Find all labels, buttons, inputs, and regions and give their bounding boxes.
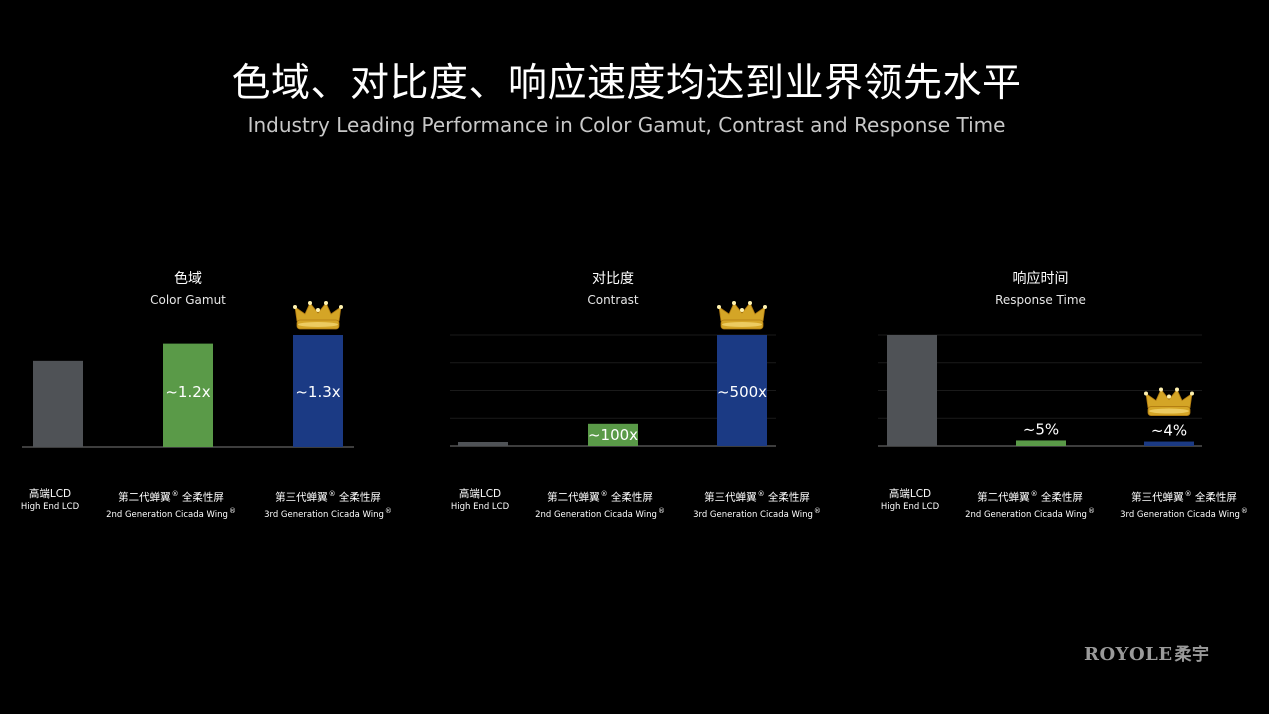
chart-bar — [163, 343, 213, 447]
chart-title: 对比度 — [592, 271, 634, 287]
crown-icon — [1144, 387, 1194, 416]
chart-title: 响应时间 — [1012, 271, 1069, 287]
chart-subtitle: Response Time — [995, 293, 1086, 307]
category-label: 第二代蝉翼® 全柔性屏 2nd Generation Cicada Wing® — [965, 490, 1095, 520]
page-title: 色域、对比度、响应速度均达到业界领先水平 — [231, 61, 1022, 106]
crown-icon — [717, 301, 767, 330]
category-label: 高端LCD High End LCD — [450, 488, 510, 512]
chart-bar — [33, 360, 83, 447]
chart-bar — [887, 335, 937, 446]
chart-bar — [1016, 440, 1066, 446]
category-label: 第三代蝉翼® 全柔性屏 3rd Generation Cicada Wing® — [264, 490, 392, 520]
category-label: 第二代蝉翼® 全柔性屏 2nd Generation Cicada Wing® — [106, 490, 236, 520]
chart-bar — [458, 442, 508, 446]
chart-bar — [293, 335, 343, 447]
chart-panel-response-time: 响应时间 Response Time ~5% ~4% — [860, 270, 1269, 530]
category-label: 高端LCD High End LCD — [20, 488, 80, 512]
page-subtitle: Industry Leading Performance in Color Ga… — [247, 113, 1006, 137]
chart-panel-contrast: 对比度 Contrast ~100x ~500x — [430, 270, 850, 530]
chart-title: 色域 — [174, 271, 202, 287]
chart-bar — [588, 423, 638, 446]
category-label: 高端LCD High End LCD — [880, 488, 940, 512]
data-label: ~1.3x — [295, 383, 340, 401]
chart-subtitle: Color Gamut — [150, 293, 226, 307]
chart-subtitle: Contrast — [587, 293, 639, 307]
category-label: 第二代蝉翼® 全柔性屏 2nd Generation Cicada Wing® — [535, 490, 665, 520]
crown-icon — [293, 301, 343, 330]
chart-plot: ~100x ~500x — [450, 301, 776, 447]
data-label: ~4% — [1151, 422, 1187, 440]
category-label: 第三代蝉翼® 全柔性屏 3rd Generation Cicada Wing® — [693, 490, 821, 520]
data-label: ~500x — [717, 383, 767, 401]
chart-bar — [717, 335, 767, 446]
chart-panel-color-gamut: 色域 Color Gamut ~1.2x ~1.3x — [0, 270, 420, 530]
chart-bar — [1144, 441, 1194, 446]
category-label: 第三代蝉翼® 全柔性屏 3rd Generation Cicada Wing® — [1120, 490, 1248, 520]
chart-plot: ~1.2x ~1.3x — [22, 301, 354, 448]
data-label: ~100x — [588, 426, 638, 444]
chart-plot: ~5% ~4% — [878, 334, 1202, 447]
data-label: ~5% — [1023, 420, 1059, 438]
brand-logo: ROYOLE 柔宇 — [1084, 644, 1210, 665]
data-label: ~1.2x — [165, 383, 210, 401]
